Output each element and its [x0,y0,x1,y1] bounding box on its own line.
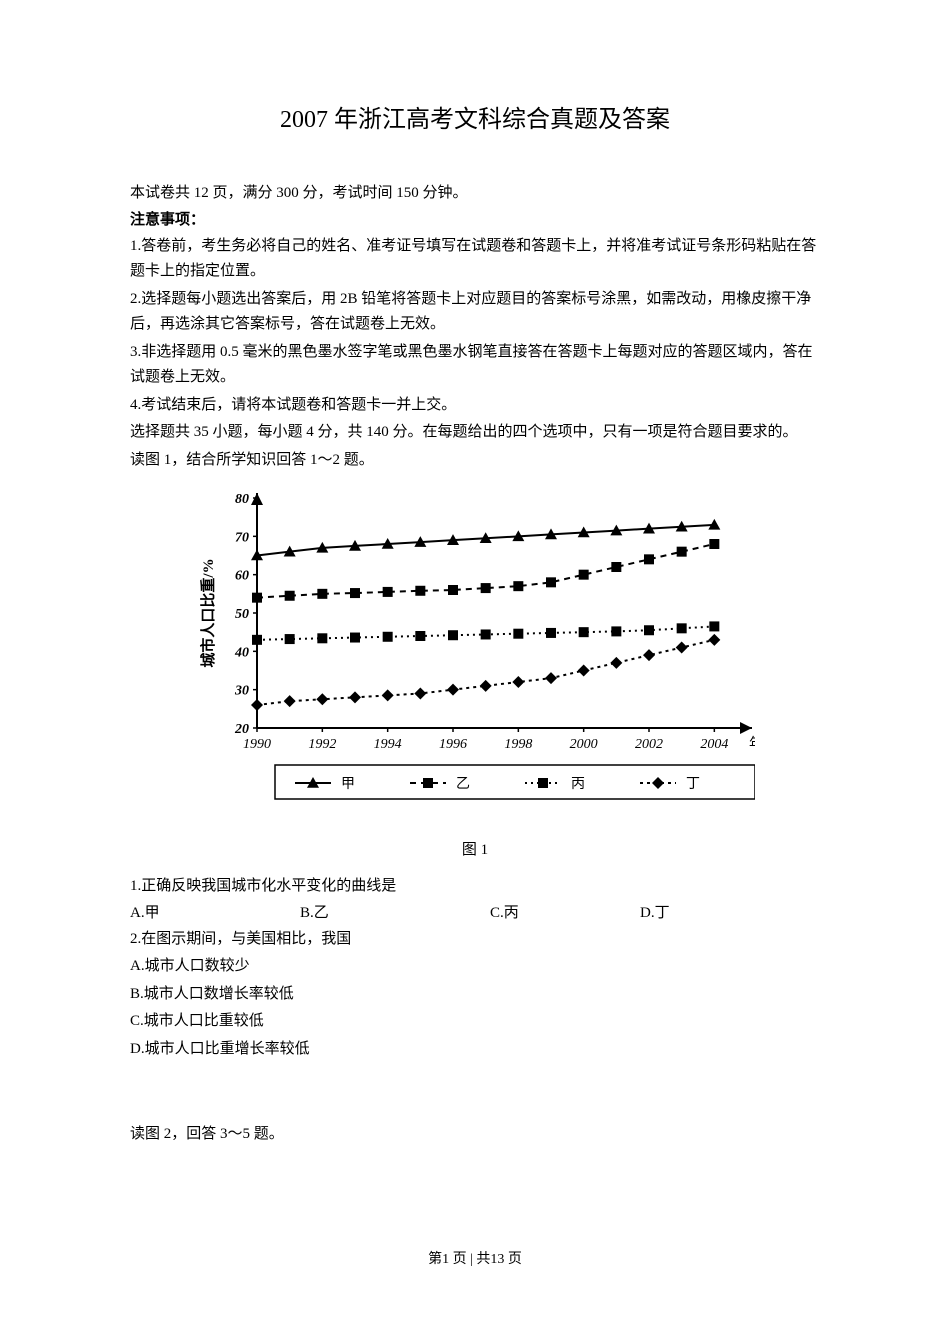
svg-text:2004: 2004 [700,737,728,752]
figure1-label: 图 1 [130,838,820,864]
q1-option-a: A.甲 [130,901,300,927]
q1-option-d: D.丁 [640,901,740,927]
q2-option-b: B.城市人口数增长率较低 [130,982,820,1008]
svg-text:甲: 甲 [341,777,355,792]
exam-intro: 本试卷共 12 页，满分 300 分，考试时间 150 分钟。 [130,181,820,207]
q1-option-c: C.丙 [490,901,640,927]
svg-text:40: 40 [234,646,249,661]
urbanization-chart-svg: 20 30 40 50 60 70 80 1990 1992 1994 1996 1998 2000 20… [195,488,755,818]
svg-text:丙: 丙 [571,777,585,792]
svg-text:2000: 2000 [570,737,598,752]
svg-text:乙: 乙 [456,776,470,792]
svg-text:60: 60 [235,569,249,584]
svg-text:丁: 丁 [686,777,700,792]
q2-text: 2.在图示期间，与美国相比，我国 [130,927,820,953]
figure1-intro: 读图 1，结合所学知识回答 1～2 题。 [130,448,820,474]
svg-text:年份: 年份 [749,736,755,752]
q1-text: 1.正确反映我国城市化水平变化的曲线是 [130,874,820,900]
svg-text:城市人口比重/%: 城市人口比重/% [199,559,217,668]
svg-text:30: 30 [234,684,249,699]
svg-text:1998: 1998 [504,737,532,752]
notice-3: 3.非选择题用 0.5 毫米的黑色墨水签字笔或黑色墨水钢笔直接答在答题卡上每题对… [130,340,820,391]
figure2-intro: 读图 2，回答 3～5 题。 [130,1122,820,1148]
svg-text:1996: 1996 [439,737,467,752]
mc-intro: 选择题共 35 小题，每小题 4 分，共 140 分。在每题给出的四个选项中，只… [130,420,820,446]
notice-2: 2.选择题每小题选出答案后，用 2B 铅笔将答题卡上对应题目的答案标号涂黑，如需… [130,287,820,338]
svg-text:1992: 1992 [308,737,336,752]
notice-4: 4.考试结束后，请将本试题卷和答题卡一并上交。 [130,393,820,419]
svg-text:1994: 1994 [374,737,402,752]
svg-text:80: 80 [235,492,249,507]
q1-options: A.甲 B.乙 C.丙 D.丁 [130,901,820,927]
svg-text:70: 70 [235,531,249,546]
figure1-chart: 20 30 40 50 60 70 80 1990 1992 1994 1996 1998 2000 20… [130,488,820,818]
page-title: 2007 年浙江高考文科综合真题及答案 [130,100,820,141]
svg-text:2002: 2002 [635,737,663,752]
svg-text:20: 20 [234,722,249,737]
notice-heading: 注意事项： [130,208,820,234]
q2-option-a: A.城市人口数较少 [130,954,820,980]
q2-option-c: C.城市人口比重较低 [130,1009,820,1035]
q2-option-d: D.城市人口比重增长率较低 [130,1037,820,1063]
svg-text:50: 50 [235,607,249,622]
notice-1: 1.答卷前，考生务必将自己的姓名、准考证号填写在试题卷和答题卡上，并将准考试证号… [130,234,820,285]
q1-option-b: B.乙 [300,901,490,927]
page-footer: 第1 页 | 共13 页 [130,1248,820,1272]
svg-text:1990: 1990 [243,737,271,752]
